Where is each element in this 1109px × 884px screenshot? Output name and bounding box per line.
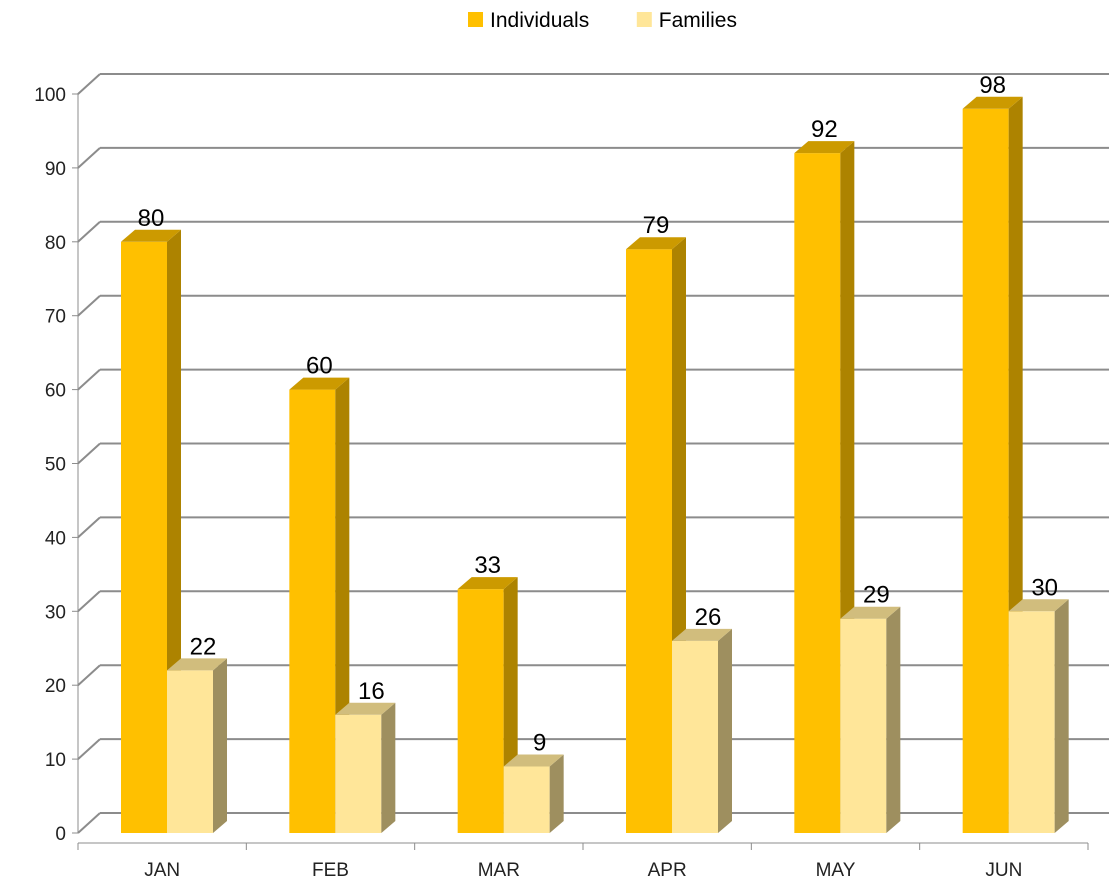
bar-top (457, 577, 518, 590)
data-label: 30 (1031, 574, 1058, 601)
bar-front (962, 108, 1009, 833)
bar-front (167, 670, 213, 833)
bar-front (1008, 611, 1055, 833)
gridlines (77, 73, 1109, 834)
bar-top (503, 754, 564, 767)
y-tick-label: 100 (34, 85, 66, 106)
bar-top (167, 658, 227, 671)
x-tick-label: MAY (816, 860, 856, 881)
y-tick-label: 70 (45, 307, 66, 328)
legend-item: Families (636, 9, 737, 32)
bar (167, 658, 227, 833)
gridline-diagonal (77, 221, 101, 243)
data-label: 29 (863, 582, 890, 609)
gridline-diagonal (77, 590, 101, 613)
x-tick-label: FEB (312, 860, 349, 881)
bars (121, 96, 1069, 834)
bar-top (121, 229, 181, 242)
data-label: 60 (306, 353, 333, 380)
y-tick-label: 20 (45, 676, 66, 697)
bar-front (121, 241, 167, 834)
legend-swatch (468, 12, 483, 27)
y-tick-label: 60 (45, 381, 66, 402)
y-tick-label: 10 (45, 750, 66, 771)
x-tick-label: JUN (985, 860, 1022, 881)
bar-front (626, 249, 672, 833)
legend-label: Families (659, 9, 737, 32)
gridline-diagonal (77, 147, 101, 169)
legend-swatch (636, 12, 652, 27)
bar-side (1054, 599, 1069, 833)
bar-front (457, 589, 504, 833)
gridline-diagonal (77, 442, 101, 465)
bar-front (794, 153, 841, 833)
gridline-diagonal (77, 664, 101, 686)
bar-front (503, 766, 550, 833)
bar-top (289, 377, 350, 390)
legend: Individuals Families (468, 9, 737, 32)
bar-top (962, 96, 1023, 109)
y-tick-label: 40 (45, 528, 66, 549)
bar-front (289, 389, 336, 833)
data-label: 16 (358, 678, 385, 705)
bar-top (840, 606, 901, 619)
x-tick-label: APR (648, 860, 687, 881)
bar-side (549, 754, 564, 833)
gridline-diagonal (77, 812, 101, 834)
bar-front (335, 714, 382, 833)
bar (503, 754, 564, 833)
bar-side (886, 606, 901, 833)
data-label: 26 (695, 604, 722, 631)
bar-front (840, 618, 887, 833)
bar-top (794, 141, 855, 154)
bar-side (718, 628, 732, 833)
x-tick-label: JAN (144, 860, 180, 881)
gridline-diagonal (77, 738, 101, 760)
bar-top (335, 702, 396, 715)
bar-front (672, 640, 718, 833)
data-label: 9 (533, 729, 546, 756)
bar-top (626, 237, 686, 250)
data-label: 79 (643, 212, 670, 239)
x-tick-label: MAR (478, 860, 520, 881)
gridline-diagonal (77, 294, 101, 317)
bar-top (672, 628, 732, 641)
y-tick-label: 80 (45, 233, 66, 254)
gridline-diagonal (77, 368, 101, 391)
data-label: 33 (474, 552, 501, 579)
bar (672, 628, 732, 833)
bar (121, 229, 181, 834)
gridline-diagonal (77, 516, 101, 539)
data-labels: 80 22 60 16 33 9 79 26 92 29 98 30 (138, 72, 1058, 757)
axes: 0 10 20 30 40 50 60 70 80 90 100 JAN FEB MAR APR MAY JUN (34, 85, 1089, 881)
bar-side (213, 658, 227, 833)
bar (840, 606, 901, 833)
y-tick-label: 0 (55, 824, 66, 845)
y-tick-label: 30 (45, 602, 66, 623)
legend-label: Individuals (490, 9, 589, 32)
bar-side (381, 702, 396, 833)
legend-item: Individuals (468, 9, 589, 32)
gridline-diagonal (77, 73, 101, 95)
data-label: 98 (979, 72, 1006, 99)
data-label: 80 (138, 205, 165, 232)
bar-top (1008, 599, 1069, 612)
data-label: 22 (190, 633, 217, 660)
bar (1008, 599, 1069, 833)
y-tick-label: 50 (45, 455, 66, 476)
y-tick-label: 90 (45, 159, 66, 180)
bar (335, 702, 396, 833)
data-label: 92 (811, 116, 838, 143)
